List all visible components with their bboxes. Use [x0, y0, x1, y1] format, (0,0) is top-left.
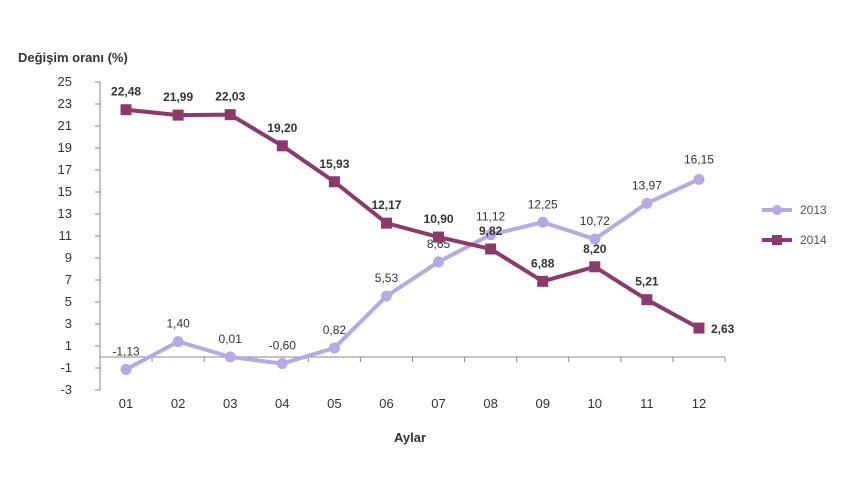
data-point: [172, 109, 184, 121]
data-point: [328, 176, 340, 188]
x-tick-label: 04: [275, 396, 289, 411]
data-label: 19,20: [267, 121, 297, 135]
data-point: [589, 261, 601, 273]
data-label: 5,21: [635, 275, 659, 289]
data-point: [224, 351, 236, 363]
data-label: 1,40: [166, 317, 190, 331]
x-tick-label: 02: [171, 396, 185, 411]
series-line: [125, 177, 700, 372]
axes: 25 23 21 19 17 15 13 11 9 7 5 3 1 -1 -3 01 02 03 04 05 06 07 0…: [58, 74, 726, 411]
series-2014: 22,48 21,99 22,03 19,20 15,93 12,17 10,90 9,82 6…: [111, 85, 735, 336]
legend-item-2013: 2013: [762, 203, 827, 217]
data-label: 12,17: [371, 198, 401, 212]
data-label: 21,99: [163, 90, 193, 104]
data-point: [172, 336, 184, 348]
y-tick-label: 17: [58, 162, 72, 177]
y-tick-label: -3: [60, 382, 72, 397]
y-tick-label: 13: [58, 206, 72, 221]
data-point: [224, 109, 236, 121]
data-label: 22,48: [111, 85, 141, 99]
data-point: [693, 173, 705, 185]
data-label: 11,12: [476, 210, 505, 224]
data-point: [589, 233, 601, 245]
data-point: [276, 358, 288, 370]
y-tick-label: 3: [65, 316, 72, 331]
data-point: [537, 275, 549, 287]
data-point: [433, 256, 445, 268]
data-label: 0,82: [323, 323, 347, 337]
y-tick-label: 11: [59, 228, 73, 243]
x-tick-label: 06: [379, 396, 393, 411]
legend-label: 2013: [800, 203, 827, 217]
data-point: [380, 290, 392, 302]
data-point: [120, 363, 132, 375]
x-tick-label: 09: [535, 396, 549, 411]
y-tick-label: 9: [65, 250, 72, 265]
data-point: [641, 294, 653, 306]
data-point: [380, 217, 392, 229]
data-label: 12,25: [528, 197, 558, 211]
x-tick-label: 12: [692, 396, 706, 411]
y-tick-label: 15: [58, 184, 72, 199]
data-label: -1,13: [112, 344, 140, 358]
series-line: [125, 107, 700, 330]
data-label: -0,60: [269, 339, 297, 353]
x-tick-label: 03: [223, 396, 237, 411]
x-tick-label: 10: [588, 396, 602, 411]
data-point: [328, 342, 340, 354]
data-label: 0,01: [219, 332, 243, 346]
data-point: [120, 104, 132, 116]
x-tick-label: 11: [640, 396, 654, 411]
y-tick-label: 1: [65, 338, 72, 353]
y-tick-label: 25: [58, 74, 72, 89]
data-label: 8,20: [583, 242, 607, 256]
legend-label: 2014: [800, 233, 827, 247]
data-label: 10,90: [424, 212, 454, 226]
data-point: [537, 216, 549, 228]
legend-marker: [772, 205, 782, 215]
x-axis-title: Aylar: [394, 430, 426, 445]
data-label: 2,63: [711, 322, 735, 336]
x-tick-label: 05: [327, 396, 341, 411]
data-point: [485, 229, 497, 241]
data-label: 15,93: [319, 157, 349, 171]
data-label: 10,72: [580, 214, 610, 228]
data-point: [485, 243, 497, 255]
data-label: 5,53: [375, 271, 399, 285]
data-label: 6,88: [531, 256, 555, 270]
legend-item-2014: 2014: [762, 233, 827, 247]
data-label: 22,03: [215, 90, 245, 104]
x-tick-label: 08: [483, 396, 497, 411]
x-tick-label: 01: [119, 396, 133, 411]
y-tick-label: 21: [58, 118, 72, 133]
data-point: [433, 231, 445, 243]
x-tick-label: 07: [431, 396, 445, 411]
y-axis-title: Değişim oranı (%): [18, 50, 128, 65]
series-2013: -1,131,400,01 -0,600,825,538,6511,1212,25…: [112, 152, 714, 375]
y-tick-label: 19: [58, 140, 72, 155]
series-layer: -1,131,400,01 -0,600,825,538,6511,1212,25…: [111, 85, 735, 375]
data-label: 13,97: [632, 178, 662, 192]
data-label: 9,82: [479, 224, 503, 238]
y-tick-label: 23: [58, 96, 72, 111]
legend-marker: [772, 235, 782, 245]
data-point: [641, 197, 653, 209]
data-label: 16,15: [684, 152, 714, 166]
y-tick-label: 7: [65, 272, 72, 287]
data-point: [276, 140, 288, 152]
legend: 2013 2014: [762, 203, 827, 247]
y-tick-label: 5: [65, 294, 72, 309]
data-point: [693, 322, 705, 334]
y-tick-label: -1: [60, 360, 72, 375]
